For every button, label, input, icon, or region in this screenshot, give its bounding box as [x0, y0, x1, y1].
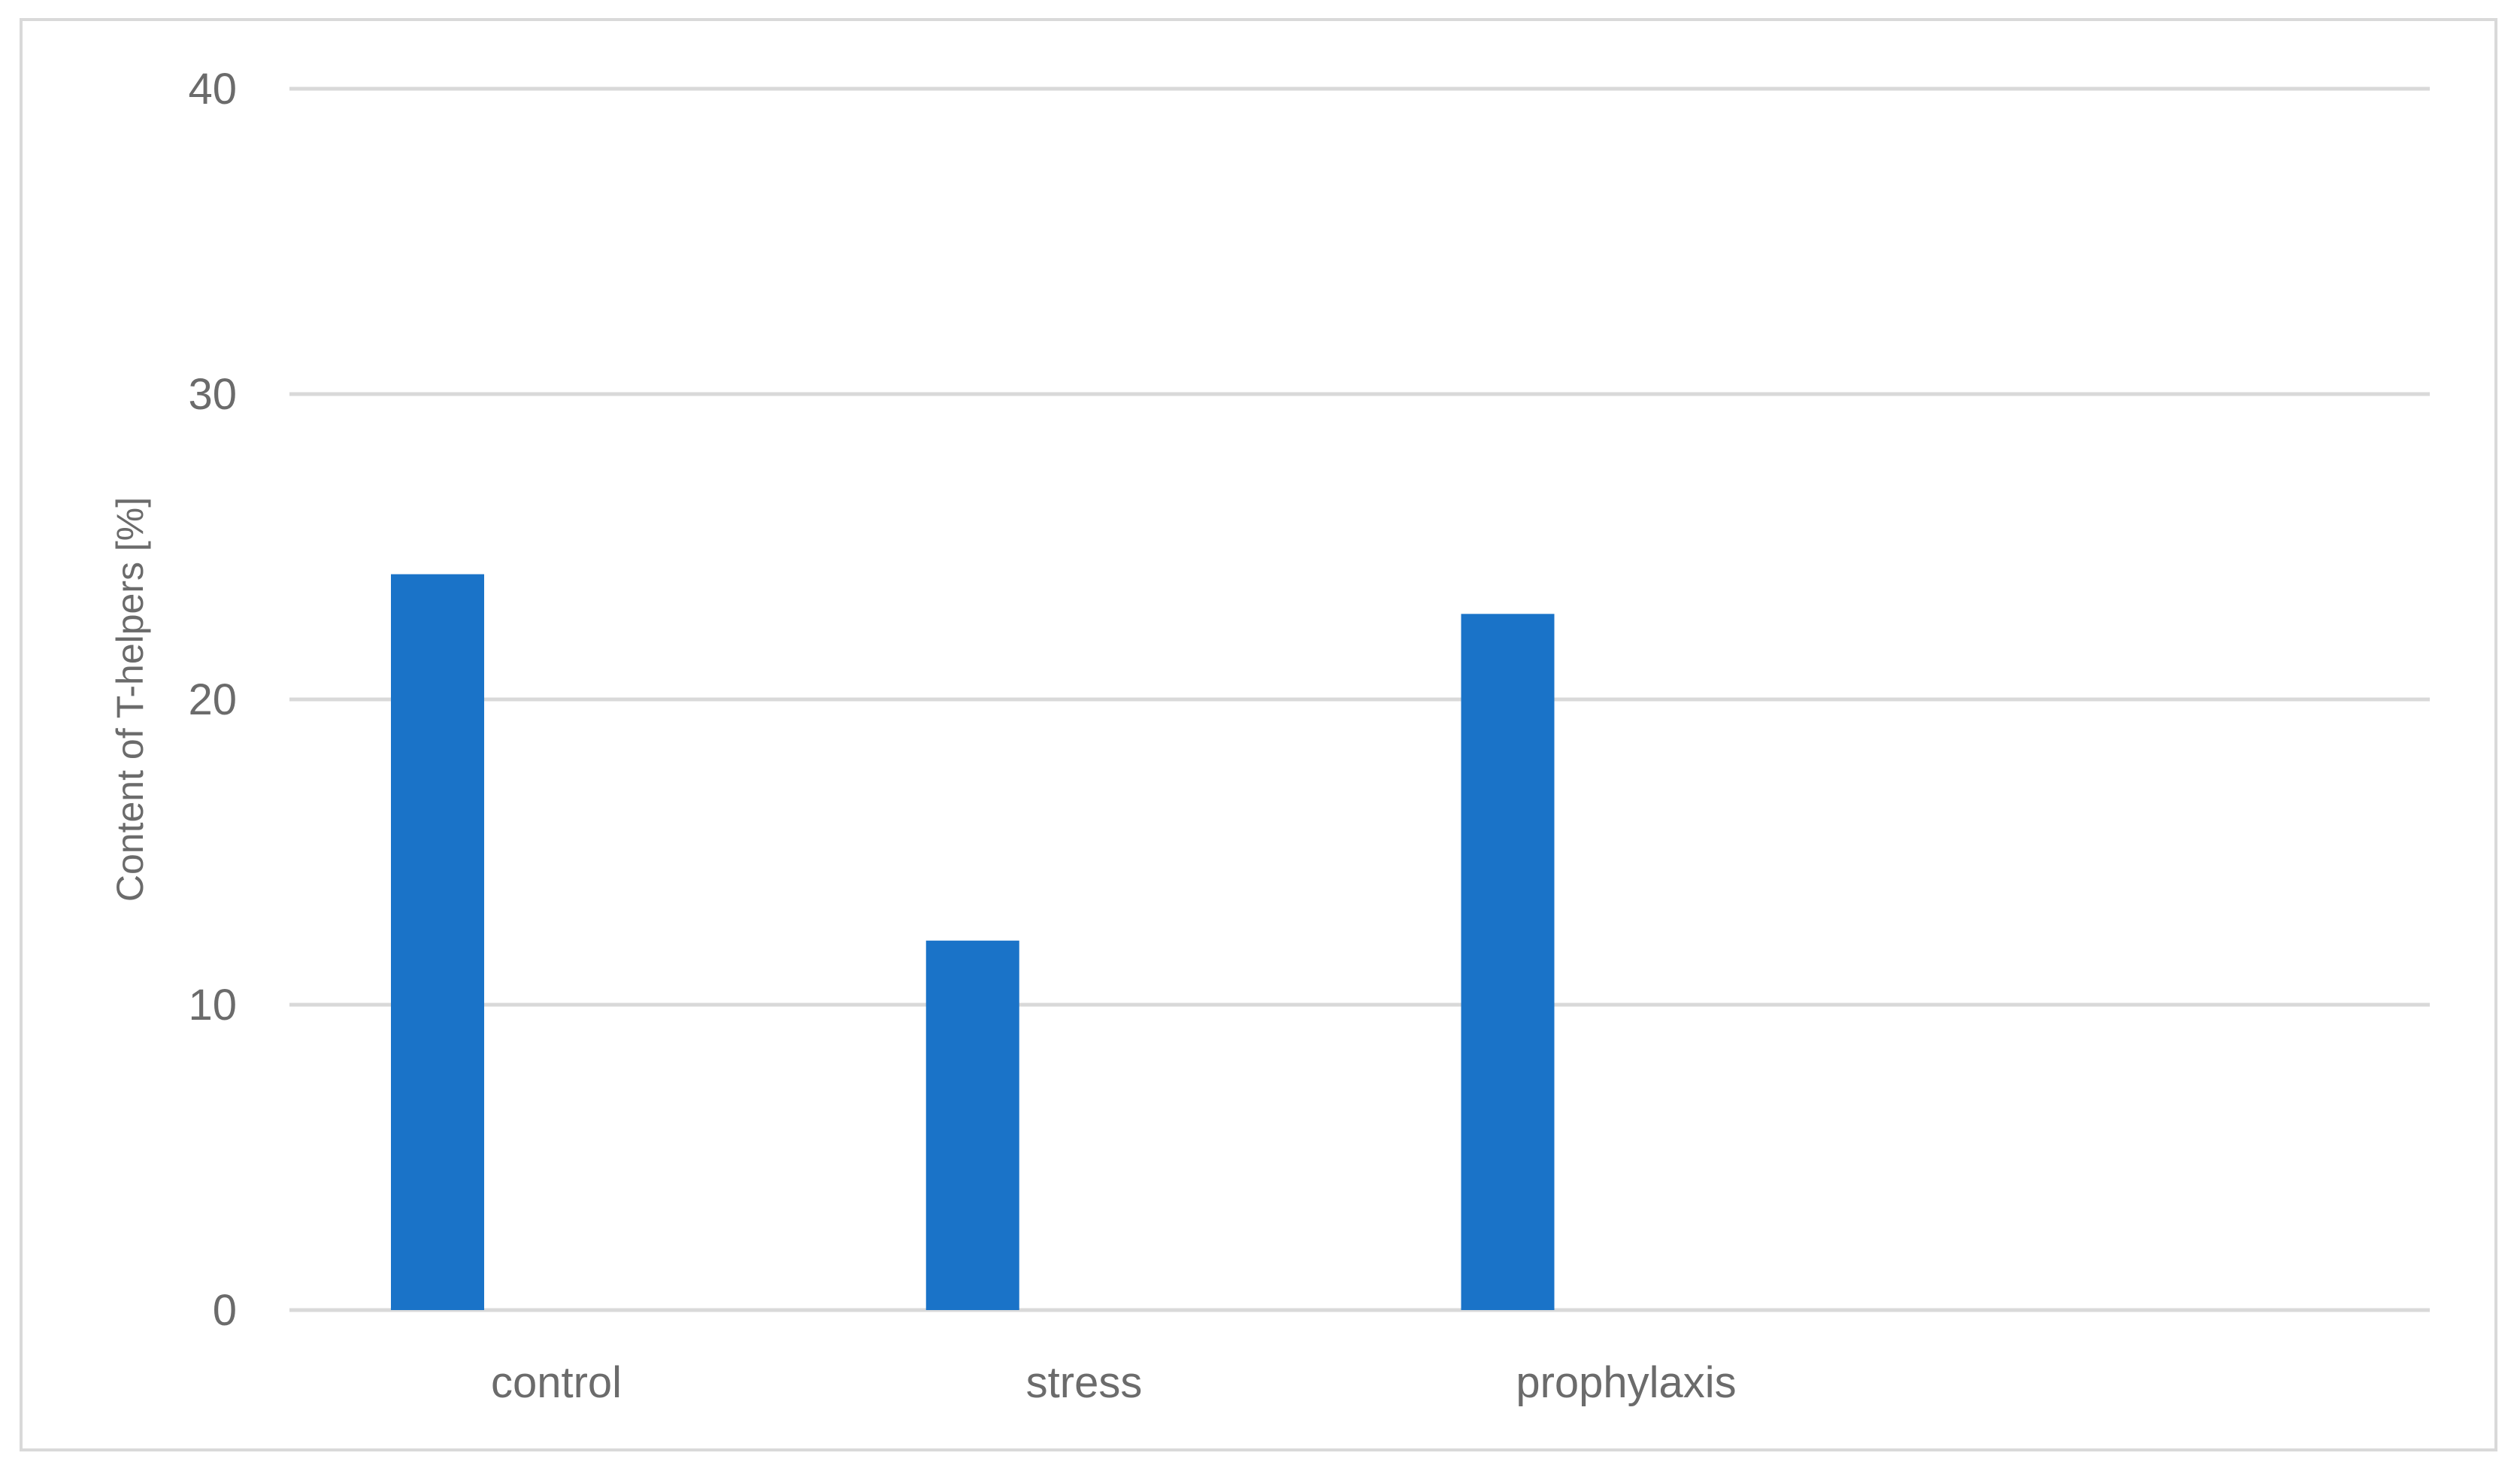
bars [391, 574, 1555, 1310]
y-tick-label: 20 [188, 675, 237, 724]
y-tick-label: 0 [213, 1286, 237, 1335]
bar-prophylaxis [1461, 614, 1555, 1310]
x-tick-label-stress: stress [1026, 1358, 1143, 1407]
y-tick-label: 30 [188, 370, 237, 419]
y-axis-ticks: 0 10 20 30 40 [188, 65, 237, 1335]
bar-stress [925, 940, 1019, 1310]
x-tick-label-control: control [491, 1358, 622, 1407]
y-tick-label: 10 [188, 981, 237, 1030]
bar-control [391, 574, 484, 1310]
x-tick-label-prophylaxis: prophylaxis [1516, 1358, 1736, 1407]
y-tick-label: 40 [188, 65, 237, 114]
gridlines [289, 86, 2430, 1312]
y-axis-title: Content of T-helpers [%] [109, 497, 151, 902]
x-axis-ticks: control stress prophylaxis [491, 1358, 1737, 1407]
